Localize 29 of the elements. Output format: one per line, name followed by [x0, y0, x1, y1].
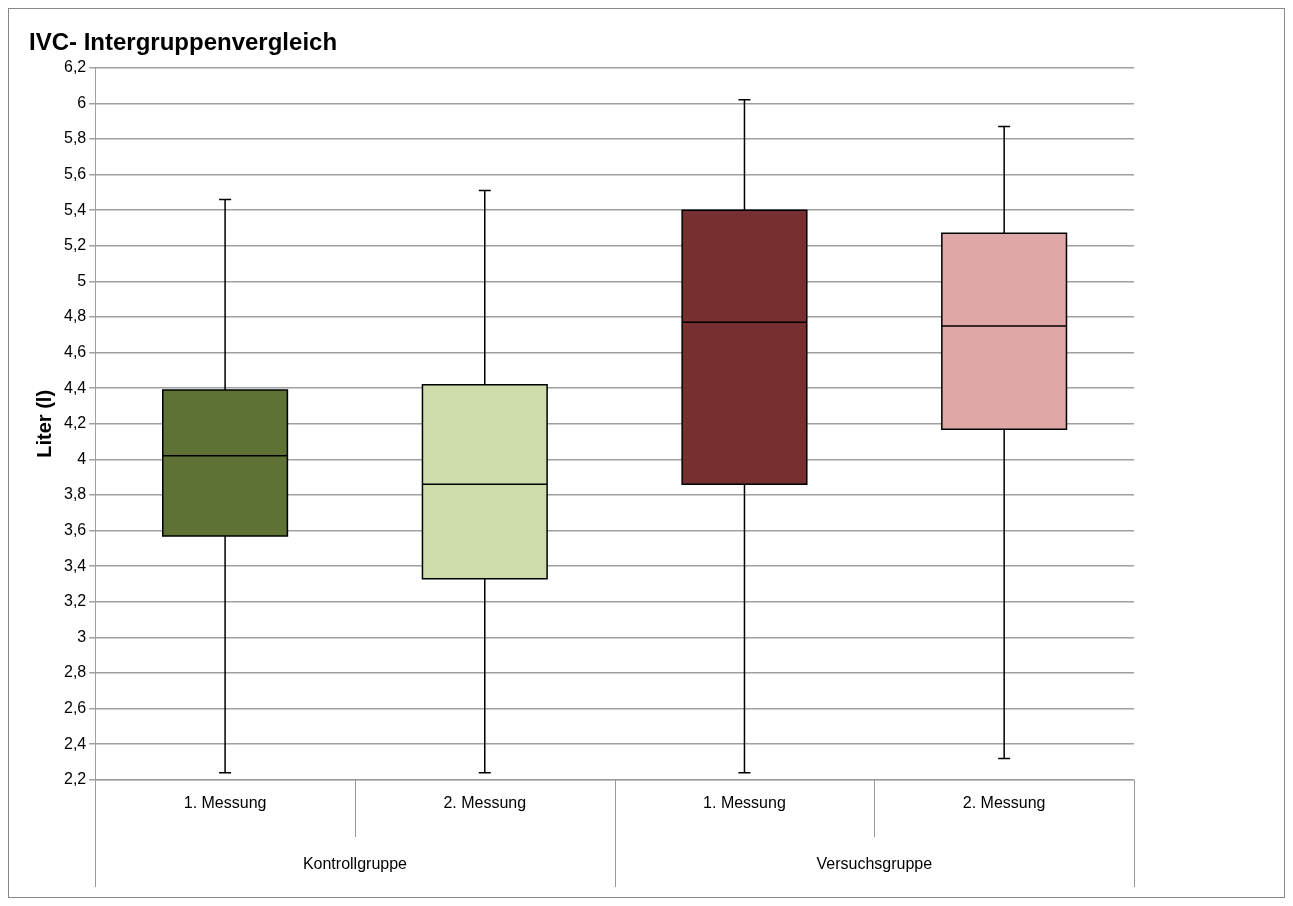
chart-title: IVC- Intergruppenvergleich	[29, 28, 338, 56]
y-tick-label: 4,8	[63, 307, 87, 325]
text: Kontrollgruppe	[302, 855, 408, 873]
y-axis-title: Liter (l)	[32, 389, 55, 458]
y-tick-label: 3,2	[63, 592, 87, 610]
x-tick-label: 2. Messung	[443, 793, 527, 811]
y-tick-label: 3,6	[63, 521, 87, 539]
x-tick-label: 1. Messung	[703, 793, 786, 811]
y-tick-label: 3,4	[63, 556, 87, 574]
y-tick-label: 5,6	[63, 165, 87, 183]
y-tick-label: 2,6	[63, 699, 87, 717]
y-tick-label: 3	[77, 627, 87, 645]
y-tick-label: 5,2	[63, 236, 87, 254]
y-tick-label: 4,2	[63, 414, 87, 432]
y-tick-label: 2,4	[63, 734, 87, 752]
y-tick-label: 5,4	[63, 200, 87, 218]
x-tick-label: 2. Messung	[962, 793, 1046, 811]
x-tick-label: 1. Messung	[183, 793, 267, 811]
y-tick-label: 4,4	[63, 378, 87, 396]
y-tick-label: 6,2	[63, 58, 87, 76]
y-tick-label: 5,8	[63, 129, 87, 147]
y-tick-label: 4,6	[63, 343, 87, 361]
y-tick-label: 3,8	[63, 485, 87, 503]
y-tick-label: 6	[77, 93, 87, 111]
y-tick-label: 4	[77, 449, 87, 467]
y-tick-label: 2,2	[63, 770, 87, 788]
text: Versuchsgruppe	[816, 855, 933, 873]
y-tick-label: 5	[77, 271, 87, 289]
y-tick-label: 2,8	[63, 663, 87, 681]
